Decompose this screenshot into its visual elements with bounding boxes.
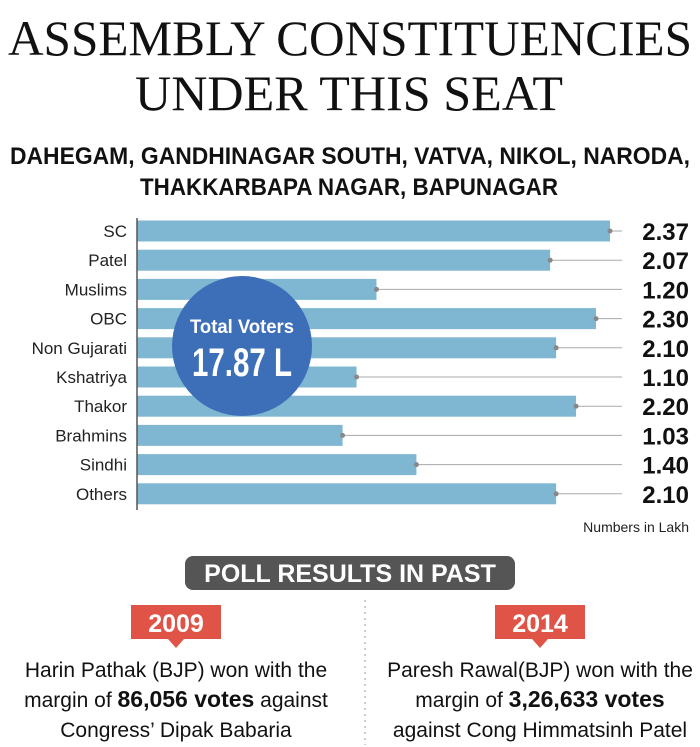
category-label: Brahmins (55, 426, 127, 445)
title-line: ASSEMBLY CONSTITUENCIES (8, 10, 692, 66)
category-label: OBC (90, 310, 127, 329)
value-label: 2.10 (642, 482, 689, 509)
category-label: Kshatriya (56, 368, 127, 387)
result-text: Harin Pathak (BJP) won with the (25, 659, 327, 682)
highlight-text: 86,056 votes (117, 686, 254, 712)
poll-heading: POLL RESULTS IN PAST (204, 560, 496, 588)
bar (137, 424, 343, 446)
bar (137, 454, 417, 476)
subtitle-line: THAKKARBAPA NAGAR, BAPUNAGAR (140, 174, 558, 201)
year-box (495, 605, 585, 639)
bar-end-dot (607, 228, 613, 234)
result-text: margin of (24, 689, 117, 712)
bar-end-dot (553, 345, 559, 351)
bar-end-dot (340, 432, 346, 438)
bar (137, 249, 551, 271)
result-text: against Cong Himmatsinh Patel (393, 719, 687, 742)
value-label: 1.03 (642, 423, 689, 450)
bar-end-dot (413, 462, 419, 468)
title-line: UNDER THIS SEAT (135, 65, 563, 121)
heading-box (185, 556, 515, 590)
value-label: 2.37 (642, 219, 689, 246)
result-line: Harin Pathak (BJP) won with the (25, 659, 327, 682)
bar-end-dot (593, 316, 599, 322)
bar-end-dot (553, 491, 559, 497)
bar-end-dot (354, 374, 360, 380)
bar (137, 220, 610, 242)
value-label: 1.10 (642, 365, 689, 392)
subtitle-line: DAHEGAM, GANDHINAGAR SOUTH, VATVA, NIKOL… (10, 143, 690, 170)
result-text: against (254, 689, 328, 712)
bar (137, 483, 557, 505)
value-label: 2.10 (642, 336, 689, 363)
bar-end-dot (547, 257, 553, 263)
category-label: Thakor (74, 397, 127, 416)
total-value: 17.87 L (192, 341, 292, 385)
result-text: Congress’ Dipak Babaria (60, 719, 292, 742)
result-text: margin of (415, 689, 508, 712)
value-label: 2.07 (642, 248, 689, 275)
result-line: margin of 86,056 votes against (24, 686, 328, 712)
result-line: Paresh Rawal(BJP) won with the (387, 659, 693, 682)
category-label: Muslims (65, 280, 127, 299)
value-label: 1.20 (642, 277, 689, 304)
category-label: SC (103, 222, 127, 241)
bar-end-dot (373, 286, 379, 292)
result-line: margin of 3,26,633 votes (415, 686, 664, 712)
category-label: Sindhi (80, 456, 127, 475)
category-label: Others (76, 485, 127, 504)
year-label: 2014 (512, 610, 568, 638)
total-label: Total Voters (190, 317, 294, 338)
bar-chart: SC 2.37 Patel 2.07 Muslims 1.20 OBC 2.30 Non Guj… (32, 218, 689, 535)
category-label: Non Gujarati (32, 339, 127, 358)
year-label: 2009 (148, 610, 204, 638)
year-box (131, 605, 221, 639)
value-label: 2.20 (642, 394, 689, 421)
year-pointer (532, 639, 548, 648)
value-label: 1.40 (642, 453, 689, 480)
total-circle (172, 276, 312, 416)
result-text: Paresh Rawal(BJP) won with the (387, 659, 693, 682)
result-line: against Cong Himmatsinh Patel (393, 719, 687, 742)
result-line: Congress’ Dipak Babaria (60, 719, 292, 742)
highlight-text: 3,26,633 votes (509, 686, 665, 712)
year-pointer (168, 639, 184, 648)
poll-results: POLL RESULTS IN PAST 2009 Harin Pathak (B… (24, 556, 693, 745)
category-label: Patel (88, 251, 127, 270)
bar-end-dot (573, 403, 579, 409)
units-note: Numbers in Lakh (583, 519, 689, 535)
value-label: 2.30 (642, 307, 689, 334)
